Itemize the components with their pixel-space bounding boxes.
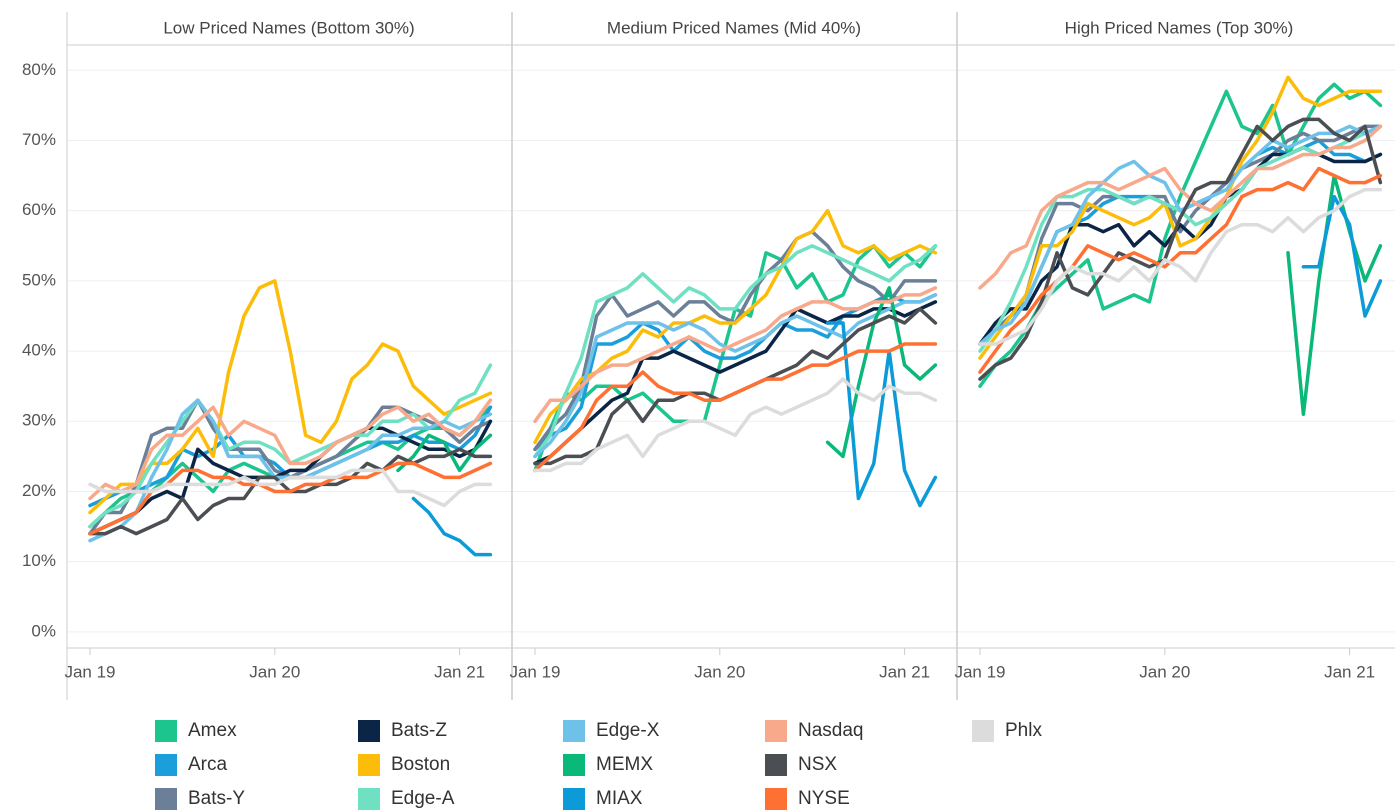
frame (66, 12, 1395, 700)
x-tick-label: Jan 19 (509, 662, 560, 681)
legend-label: Bats-Y (188, 788, 245, 809)
x-tick-label: Jan 20 (1139, 662, 1190, 681)
x-tick-label: Jan 20 (694, 662, 745, 681)
series-line (978, 187, 1383, 346)
labels: 0% 10% 20% 30% 40% 50% 60% 70% 80% Low Priced Nam… (22, 18, 1375, 681)
legend: Amex Arca Bats-Y Bats-Z Boston Edge-A Edge-X ME… (155, 720, 1042, 810)
panel-title: Low Priced Names (Bottom 30%) (163, 18, 414, 37)
legend-label: Edge-X (596, 720, 660, 741)
legend-swatch (765, 788, 787, 810)
legend-swatch (155, 754, 177, 776)
series-line (88, 468, 493, 508)
y-tick-label: 70% (22, 130, 56, 149)
legend-label: Boston (391, 754, 450, 775)
legend-swatch (155, 788, 177, 810)
legend-swatch (563, 720, 585, 742)
lines (88, 75, 1383, 557)
y-tick-label: 10% (22, 551, 56, 570)
legend-swatch (358, 788, 380, 810)
series-line (411, 496, 493, 557)
series-line (978, 82, 1383, 388)
y-tick-label: 60% (22, 200, 56, 219)
series-line (533, 286, 938, 424)
y-tick-label: 80% (22, 60, 56, 79)
series-line (396, 433, 493, 473)
legend-swatch (765, 754, 787, 776)
series-line (978, 117, 1383, 381)
legend-swatch (155, 720, 177, 742)
legend-swatch (563, 754, 585, 776)
legend-swatch (563, 788, 585, 810)
legend-swatch (358, 754, 380, 776)
series-line (978, 124, 1383, 346)
legend-label: Amex (188, 720, 237, 741)
series-line (978, 75, 1383, 360)
legend-label: MIAX (596, 788, 643, 809)
x-tick-label: Jan 19 (954, 662, 1005, 681)
series-line (533, 293, 938, 459)
legend-label: Edge-A (391, 788, 455, 809)
y-tick-label: 30% (22, 411, 56, 430)
x-tick-label: Jan 21 (1324, 662, 1375, 681)
series-line (1301, 194, 1383, 318)
legend-swatch (765, 720, 787, 742)
series-line (825, 286, 938, 459)
panel-title: Medium Priced Names (Mid 40%) (607, 18, 861, 37)
legend-label: Arca (188, 754, 228, 775)
series-line (978, 124, 1383, 290)
series-line (825, 321, 938, 508)
x-tick-label: Jan 20 (249, 662, 300, 681)
series-line (88, 419, 493, 536)
series-line (533, 342, 938, 473)
series-line (88, 279, 493, 515)
legend-label: NSX (798, 754, 837, 775)
y-tick-label: 0% (31, 621, 56, 640)
series-line (88, 398, 493, 501)
legend-label: Bats-Z (391, 720, 447, 741)
legend-label: Phlx (1005, 720, 1042, 741)
x-tick-label: Jan 21 (879, 662, 930, 681)
y-tick-label: 20% (22, 481, 56, 500)
series-line (533, 208, 938, 445)
x-tick-label: Jan 19 (64, 662, 115, 681)
series-line (978, 124, 1383, 346)
legend-label: MEMX (596, 754, 653, 775)
panel-title: High Priced Names (Top 30%) (1065, 18, 1294, 37)
legend-label: NYSE (798, 788, 850, 809)
legend-label: Nasdaq (798, 720, 864, 741)
series-line (533, 377, 938, 473)
series-line (533, 244, 938, 459)
x-tick-label: Jan 21 (434, 662, 485, 681)
y-tick-label: 50% (22, 270, 56, 289)
series-line (978, 166, 1383, 374)
legend-swatch (972, 720, 994, 742)
y-tick-label: 40% (22, 341, 56, 360)
series-line (533, 300, 938, 466)
legend-swatch (358, 720, 380, 742)
